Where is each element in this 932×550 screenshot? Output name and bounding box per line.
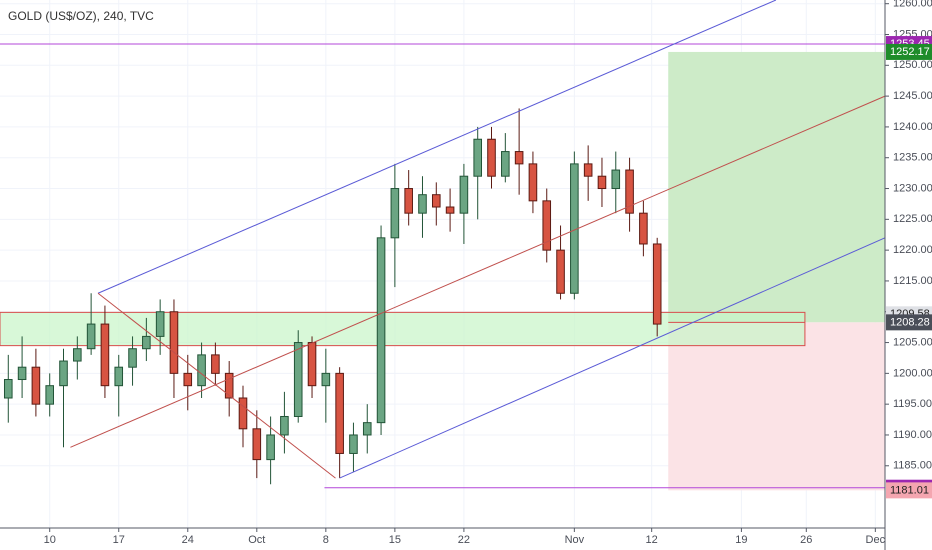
price-tag bbox=[886, 482, 932, 499]
candle-body bbox=[473, 138, 483, 177]
candle-body bbox=[183, 372, 193, 387]
x-tick-label: 12 bbox=[646, 534, 658, 546]
y-tick-label: 1250.00 bbox=[893, 59, 932, 71]
candle-body bbox=[542, 200, 552, 251]
candle-body bbox=[376, 237, 386, 424]
candle-body bbox=[349, 434, 358, 454]
candle-body bbox=[128, 348, 137, 368]
candle-body bbox=[155, 311, 165, 337]
y-tick-label: 1235.00 bbox=[893, 152, 932, 164]
support-zone bbox=[0, 311, 806, 347]
y-tick-label: 1220.00 bbox=[893, 244, 932, 256]
price-tag-label: 1252.17 bbox=[890, 46, 930, 58]
price-tag bbox=[886, 314, 932, 331]
x-tick-label: 19 bbox=[735, 534, 747, 546]
y-tick-label: 1195.00 bbox=[893, 398, 932, 410]
candle-body bbox=[625, 169, 634, 214]
y-tick-label: 1245.00 bbox=[893, 90, 932, 102]
candle-body bbox=[238, 397, 248, 430]
price-tag-label: 1208.28 bbox=[890, 316, 930, 328]
y-tick-label: 1225.00 bbox=[893, 213, 932, 225]
trend-line bbox=[70, 95, 886, 448]
candle-body bbox=[266, 434, 275, 461]
candle-body bbox=[556, 249, 565, 294]
candle-body bbox=[280, 415, 289, 436]
candle-body bbox=[169, 311, 179, 374]
x-tick-label: 10 bbox=[44, 534, 56, 546]
x-tick-label: 17 bbox=[113, 534, 125, 546]
y-tick-label: 1205.00 bbox=[893, 336, 932, 348]
profit-zone bbox=[668, 51, 885, 323]
x-tick-label: Dec bbox=[866, 534, 886, 546]
x-tick-label: 22 bbox=[458, 534, 470, 546]
candle-body bbox=[418, 194, 427, 214]
candle-body bbox=[3, 379, 13, 399]
loss-zone bbox=[668, 322, 885, 491]
candle-body bbox=[652, 243, 662, 325]
candle-body bbox=[73, 348, 82, 362]
candle-body bbox=[59, 360, 68, 387]
candle-body bbox=[100, 323, 110, 387]
candle-body bbox=[514, 151, 524, 165]
candle-body bbox=[142, 335, 151, 350]
candle-body bbox=[307, 342, 317, 387]
y-tick-label: 1230.00 bbox=[893, 182, 932, 194]
time-axis bbox=[0, 528, 932, 550]
candle-body bbox=[45, 385, 55, 405]
candle-body bbox=[404, 188, 413, 214]
candle-body bbox=[639, 212, 648, 245]
x-tick-label: Nov bbox=[565, 534, 585, 546]
candle-body bbox=[197, 354, 206, 387]
candle-body bbox=[390, 188, 400, 239]
y-tick-label: 1190.00 bbox=[893, 429, 932, 441]
y-tick-label: 1215.00 bbox=[893, 275, 932, 287]
x-tick-label: 24 bbox=[182, 534, 194, 546]
price-tag bbox=[886, 43, 932, 60]
price-tag-label: 1181.01 bbox=[890, 484, 929, 496]
candle-body bbox=[431, 194, 441, 208]
x-tick-label: 15 bbox=[389, 534, 401, 546]
candle-body bbox=[362, 422, 372, 436]
candle-body bbox=[501, 151, 510, 177]
x-tick-label: 8 bbox=[323, 534, 329, 546]
candle-body bbox=[17, 366, 27, 381]
y-tick-label: 1240.00 bbox=[893, 121, 932, 133]
candle-body bbox=[583, 163, 593, 177]
trend-line bbox=[339, 237, 886, 479]
candle-body bbox=[31, 366, 41, 405]
candle-body bbox=[224, 372, 234, 399]
candle-body bbox=[528, 163, 538, 202]
candle-body bbox=[335, 372, 344, 454]
trend-line bbox=[97, 292, 336, 479]
candle-body bbox=[487, 138, 496, 177]
candle-body bbox=[321, 372, 331, 387]
x-tick-label: 26 bbox=[800, 534, 812, 546]
x-tick-label: Oct bbox=[248, 534, 265, 546]
chart-title: GOLD (US$/OZ), 240, TVC bbox=[8, 9, 154, 23]
y-tick-label: 1185.00 bbox=[893, 460, 932, 472]
candle-body bbox=[293, 342, 303, 417]
candle-body bbox=[611, 169, 621, 190]
candle-body bbox=[445, 206, 455, 214]
candle-body bbox=[252, 428, 262, 461]
candle-body bbox=[114, 366, 124, 387]
trend-line bbox=[97, 0, 777, 294]
y-tick-label: 1260.00 bbox=[893, 0, 932, 10]
candle-body bbox=[459, 175, 469, 214]
candle-body bbox=[86, 323, 96, 350]
price-axis bbox=[885, 0, 932, 550]
candle-body bbox=[211, 354, 220, 374]
y-tick-label: 1200.00 bbox=[893, 367, 932, 379]
candle-body bbox=[597, 175, 607, 190]
